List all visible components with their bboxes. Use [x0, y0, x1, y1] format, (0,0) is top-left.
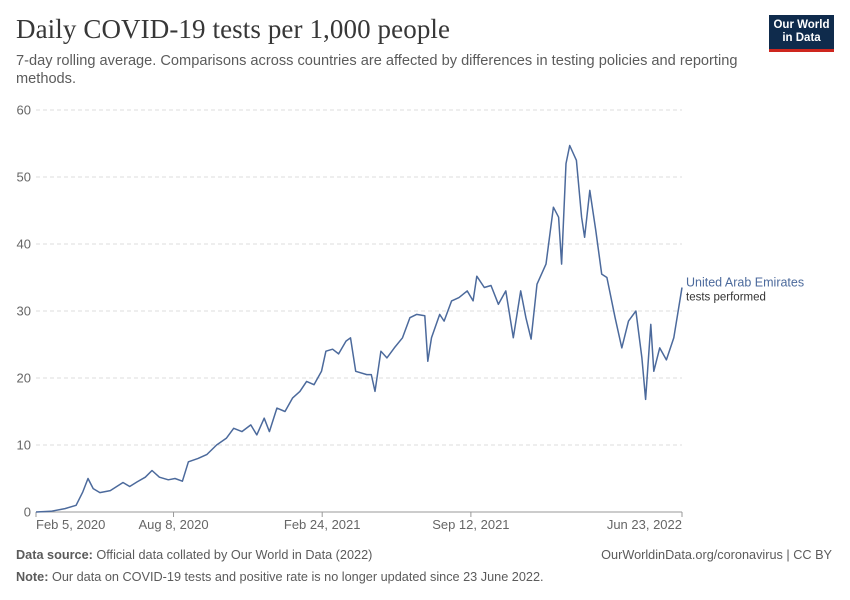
- y-tick-label: 60: [17, 103, 31, 118]
- data-source: Data source: Official data collated by O…: [16, 548, 372, 562]
- x-tick-label: Feb 5, 2020: [36, 517, 105, 532]
- series-label: United Arab Emirates: [686, 276, 804, 290]
- chart-title: Daily COVID-19 tests per 1,000 people: [16, 14, 451, 44]
- x-tick-label: Aug 8, 2020: [138, 517, 208, 532]
- series-line: [35, 144, 683, 513]
- note-text: Our data on COVID-19 tests and positive …: [51, 570, 544, 584]
- x-tick-label: Jun 23, 2022: [607, 517, 682, 532]
- x-tick-label: Sep 12, 2021: [432, 517, 509, 532]
- data-source-label: Data source:: [16, 548, 93, 562]
- chart-note: Note: Our data on COVID-19 tests and pos…: [16, 570, 544, 584]
- y-tick-label: 0: [24, 505, 31, 520]
- y-tick-label: 50: [17, 170, 31, 185]
- y-tick-label: 20: [17, 371, 31, 386]
- owid-logo[interactable]: Our World in Data: [769, 15, 834, 52]
- y-tick-label: 30: [17, 304, 31, 319]
- source-url-link[interactable]: OurWorldinData.org/coronavirus | CC BY: [601, 548, 832, 562]
- x-tick-label: Feb 24, 2021: [284, 517, 361, 532]
- chart-subtitle: 7-day rolling average. Comparisons acros…: [16, 53, 738, 87]
- logo-line-1: Our World: [773, 19, 830, 31]
- series-annotation: tests performed: [686, 292, 766, 304]
- data-source-text: Official data collated by Our World in D…: [96, 548, 373, 562]
- note-label: Note:: [16, 570, 49, 584]
- y-tick-label: 40: [17, 237, 31, 252]
- y-tick-label: 10: [17, 438, 31, 453]
- logo-line-2: in Data: [782, 32, 821, 44]
